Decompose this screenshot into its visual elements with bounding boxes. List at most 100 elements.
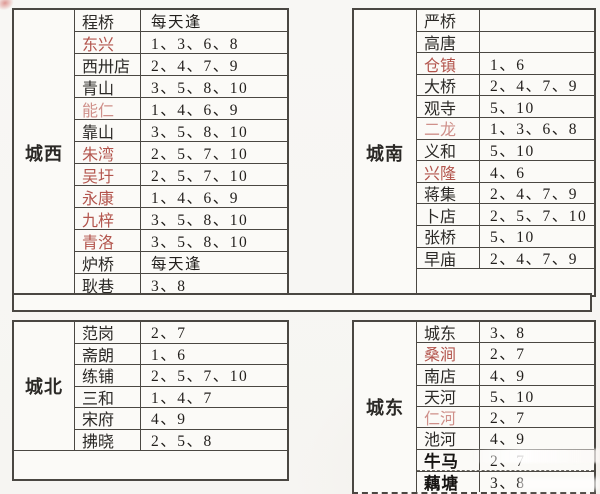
erased-watermark-smudge <box>520 478 600 490</box>
schedule-row: 朱湾 2、5、7、10 <box>75 141 287 163</box>
schedule-row: 仁河 2、7 <box>417 406 594 428</box>
market-days: 3、8 <box>151 277 187 295</box>
schedule-rows: 范岗 2、7 斋朗 1、6 练铺 2、5、7、10 三和 1、4、7 宋府 4、9 拂晓 2、5、8 <box>75 322 287 450</box>
schedule-row: 高唐 <box>417 30 594 53</box>
town-name: 大桥 <box>417 74 480 96</box>
town-name: 拂晓 <box>75 429 141 450</box>
town-name: 张桥 <box>417 226 480 247</box>
schedule-rows: 严桥 高唐 仓镇 1、6 大桥 2、4、7、9 观寺 5、10 二龙 1、3、6、8 义和 5、10 兴… <box>417 10 594 295</box>
market-days: 2、5、8 <box>151 432 213 450</box>
town-name: 能仁 <box>75 98 141 119</box>
town-name: 三和 <box>75 386 141 407</box>
schedule-row: 吴圩 2、5、7、10 <box>75 163 287 185</box>
market-days: 2、5、7、10 <box>490 207 588 225</box>
town-name: 青山 <box>75 76 141 97</box>
schedule-row: 二龙 1、3、6、8 <box>417 117 594 139</box>
market-days: 1、4、7 <box>151 389 213 407</box>
schedule-row: 范岗 2、7 <box>75 322 287 343</box>
table-body: 城西 程桥 每天逢 东兴 1、3、6、8 西卅店 2、4、7、9 青山 3、5、8、10 能仁 1… <box>14 10 287 295</box>
market-days: 5、10 <box>490 99 535 117</box>
town-name: 蒋集 <box>417 182 480 204</box>
schedule-row: 西卅店 2、4、7、9 <box>75 53 287 75</box>
table-chengxi: 城西 程桥 每天逢 东兴 1、3、6、8 西卅店 2、4、7、9 青山 3、5、8、10 能仁 1… <box>12 8 289 297</box>
town-name: 朱湾 <box>75 142 141 163</box>
schedule-row: 斋朗 1、6 <box>75 342 287 364</box>
schedule-row: 观寺 5、10 <box>417 95 594 118</box>
market-days: 5、10 <box>490 388 535 406</box>
market-days: 2、4、7、9 <box>490 186 579 204</box>
town-name: 仁河 <box>417 407 480 428</box>
schedule-row: 天河 5、10 <box>417 384 594 406</box>
region-cell: 城东 <box>354 322 417 492</box>
market-days: 5、10 <box>490 229 535 247</box>
town-name: 吴圩 <box>75 164 141 185</box>
market-days: 3、5、8、10 <box>151 79 249 97</box>
town-name: 西卅店 <box>75 54 141 75</box>
schedule-row: 拂晓 2、5、8 <box>75 428 287 450</box>
market-days: 2、4、7、9 <box>151 57 240 75</box>
schedule-row: 仓镇 1、6 <box>417 52 594 74</box>
market-days: 2、5、7、10 <box>151 145 249 163</box>
town-name: 青洛 <box>75 230 141 251</box>
town-name: 宋府 <box>75 408 141 429</box>
market-days: 2、7 <box>490 410 526 428</box>
market-days: 2、7 <box>490 346 526 364</box>
schedule-row: 青山 3、5、8、10 <box>75 75 287 97</box>
market-days: 5、10 <box>490 142 535 160</box>
town-name: 严桥 <box>417 10 480 31</box>
table-chengnan: 城南 严桥 高唐 仓镇 1、6 大桥 2、4、7、9 观寺 5、10 二龙 1、3、6、8 义和 5、… <box>352 8 596 297</box>
town-name: 池河 <box>417 428 480 449</box>
schedule-rows: 程桥 每天逢 东兴 1、3、6、8 西卅店 2、4、7、9 青山 3、5、8、10 能仁 1、4、… <box>75 10 287 295</box>
schedule-row: 桑涧 2、7 <box>417 342 594 364</box>
schedule-row: 练铺 2、5、7、10 <box>75 364 287 386</box>
empty-divider-row <box>12 293 592 312</box>
schedule-row: 靠山 3、5、8、10 <box>75 119 287 141</box>
region-label: 城东 <box>366 398 404 418</box>
schedule-row: 东兴 1、3、6、8 <box>75 31 287 53</box>
table-body: 城南 严桥 高唐 仓镇 1、6 大桥 2、4、7、9 观寺 5、10 二龙 1、3、6、8 义和 5、… <box>354 10 594 295</box>
schedule-row: 宋府 4、9 <box>75 407 287 429</box>
town-name: 斋朗 <box>75 343 141 364</box>
market-days: 1、4、6、9 <box>151 189 240 207</box>
town-name: 仓镇 <box>417 53 480 74</box>
schedule-row: 蒋集 2、4、7、9 <box>417 181 594 204</box>
schedule-row: 耿巷 3、8 <box>75 273 287 295</box>
schedule-row: 大桥 2、4、7、9 <box>417 73 594 96</box>
table-body: 城东 城东3、8桑涧2、7南店4、9天河5、10仁河2、7池河4、9牛马2、7藕… <box>354 322 594 492</box>
region-label: 城北 <box>25 377 63 397</box>
town-name: 永康 <box>75 186 141 207</box>
market-days: 3、5、8、10 <box>151 123 249 141</box>
town-name: 耿巷 <box>75 274 141 295</box>
market-days <box>480 10 594 31</box>
town-name: 天河 <box>417 385 480 406</box>
town-name: 南店 <box>417 364 480 385</box>
market-days: 1、3、6、8 <box>490 121 579 139</box>
table-chengdong: 城东 城东3、8桑涧2、7南店4、9天河5、10仁河2、7池河4、9牛马2、7藕… <box>352 320 596 494</box>
empty-row <box>417 268 594 295</box>
schedule-row: 池河 4、9 <box>417 427 594 449</box>
schedule-row: 南店 4、9 <box>417 363 594 385</box>
town-name: 桑涧 <box>417 343 480 364</box>
region-cell: 城南 <box>354 10 417 295</box>
town-name: 早庙 <box>417 247 480 269</box>
schedule-row: 青洛 3、5、8、10 <box>75 229 287 251</box>
market-days: 1、4、6、9 <box>151 101 240 119</box>
schedule-row: 九梓 3、5、8、10 <box>75 207 287 229</box>
town-name: 卜店 <box>417 204 480 226</box>
market-days: 2、5、7、10 <box>151 368 249 386</box>
market-days: 1、6 <box>151 346 187 364</box>
town-name: 程桥 <box>75 10 141 31</box>
schedule-row: 程桥 每天逢 <box>75 10 287 31</box>
market-days: 2、5、7、10 <box>151 167 249 185</box>
schedule-row: 能仁 1、4、6、9 <box>75 97 287 119</box>
town-name: 练铺 <box>75 365 141 386</box>
town-name: 二龙 <box>417 118 480 139</box>
market-days: 1、6 <box>490 56 526 74</box>
region-cell: 城西 <box>14 10 75 295</box>
market-days: 3、5、8、10 <box>151 233 249 251</box>
region-cell: 城北 <box>14 322 75 450</box>
table-body: 城北 范岗 2、7 斋朗 1、6 练铺 2、5、7、10 三和 1、4、7 宋府 4、9 拂晓 2、5… <box>14 322 287 450</box>
market-days: 2、4、7、9 <box>490 78 579 96</box>
market-days: 每天逢 <box>151 13 203 31</box>
market-days: 1、3、6、8 <box>151 35 240 53</box>
